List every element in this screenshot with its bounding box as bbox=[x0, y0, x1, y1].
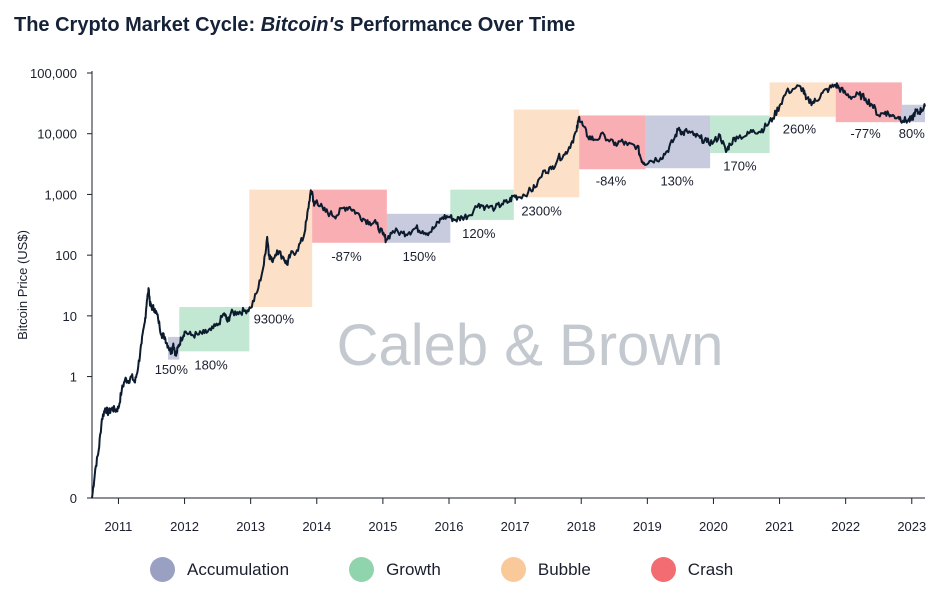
x-tick-label: 2012 bbox=[170, 519, 199, 534]
x-tick-label: 2011 bbox=[104, 519, 132, 534]
legend-item-growth: Growth bbox=[349, 557, 441, 582]
phase-label-growth-5: 120% bbox=[462, 226, 496, 241]
y-tick-label: 100,000 bbox=[30, 66, 77, 81]
phase-label-growth-1: 180% bbox=[194, 358, 228, 373]
phase-crash-7 bbox=[579, 115, 646, 170]
x-tick-label: 2023 bbox=[897, 519, 926, 534]
legend-item-bubble: Bubble bbox=[500, 557, 591, 582]
x-tick-label: 2016 bbox=[435, 519, 464, 534]
y-tick-label: 0 bbox=[70, 491, 77, 506]
phase-bubble-2 bbox=[249, 189, 313, 307]
x-tick-label: 2014 bbox=[302, 519, 331, 534]
phase-label-bubble-2: 9300% bbox=[254, 311, 295, 326]
chart-title-suffix: Performance Over Time bbox=[344, 14, 576, 36]
phase-label-crash-3: -87% bbox=[331, 249, 362, 264]
chart-title-emphasis: Bitcoin's bbox=[260, 14, 345, 36]
price-line bbox=[91, 82, 926, 499]
phase-bubble-6 bbox=[513, 109, 580, 198]
y-tick-label: 1 bbox=[70, 370, 77, 385]
phase-label-accumulation-8: 130% bbox=[660, 174, 694, 189]
phase-label-growth-9: 170% bbox=[723, 158, 757, 173]
y-axis-label: Bitcoin Price (US$) bbox=[15, 230, 30, 340]
phase-label-accumulation-12: 80% bbox=[899, 126, 925, 141]
legend-item-crash: Crash bbox=[650, 557, 734, 582]
phase-label-bubble-6: 2300% bbox=[521, 203, 562, 218]
phase-crash-3 bbox=[312, 189, 387, 243]
legend-label-crash: Crash bbox=[687, 559, 734, 579]
chart-title: The Crypto Market Cycle: Bitcoin's Perfo… bbox=[14, 14, 575, 37]
y-tick-label: 100 bbox=[55, 248, 77, 263]
legend-swatch-growth bbox=[349, 557, 375, 582]
x-tick-label: 2013 bbox=[236, 519, 265, 534]
phase-label-bubble-10: 260% bbox=[783, 122, 817, 137]
chart-title-prefix: The Crypto Market Cycle: bbox=[14, 14, 261, 36]
legend: Accumulation Growth Bubble Crash bbox=[150, 557, 793, 582]
legend-item-accumulation: Accumulation bbox=[150, 557, 289, 582]
legend-swatch-crash bbox=[650, 557, 676, 582]
phase-label-crash-11: -77% bbox=[850, 126, 881, 141]
legend-label-growth: Growth bbox=[386, 559, 441, 579]
phase-label-accumulation-0: 150% bbox=[155, 362, 189, 377]
legend-swatch-bubble bbox=[500, 557, 526, 582]
x-tick-label: 2020 bbox=[699, 519, 728, 534]
y-tick-label: 1,000 bbox=[44, 187, 77, 202]
phase-label-accumulation-4: 150% bbox=[403, 249, 437, 264]
y-tick-label: 10 bbox=[63, 309, 77, 324]
x-tick-label: 2019 bbox=[633, 519, 662, 534]
y-tick-label: 10,000 bbox=[37, 127, 77, 142]
phase-label-crash-7: -84% bbox=[596, 174, 627, 189]
legend-label-bubble: Bubble bbox=[537, 559, 591, 579]
x-tick-label: 2018 bbox=[567, 519, 596, 534]
x-tick-label: 2021 bbox=[765, 519, 794, 534]
x-tick-label: 2017 bbox=[501, 519, 530, 534]
chart-svg: Caleb & Brown 0 1 10 100 1,000 10,000 100,000 20… bbox=[15, 66, 926, 534]
x-tick-label: 2022 bbox=[831, 519, 860, 534]
watermark: Caleb & Brown bbox=[337, 313, 724, 378]
x-tick-label: 2015 bbox=[368, 519, 397, 534]
legend-label-accumulation: Accumulation bbox=[187, 559, 290, 579]
legend-swatch-accumulation bbox=[150, 557, 175, 582]
